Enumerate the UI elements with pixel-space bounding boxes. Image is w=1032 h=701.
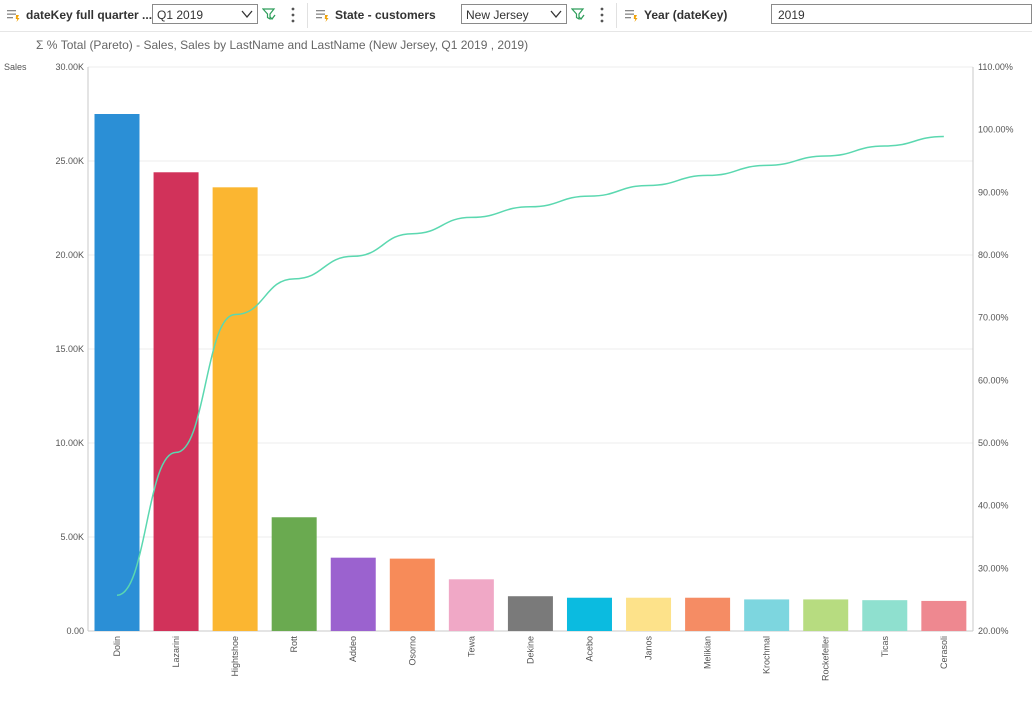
y2-tick-label: 30.00% xyxy=(978,563,1009,573)
y2-tick-label: 20.00% xyxy=(978,626,1009,636)
x-tick-label: Dekine xyxy=(525,636,535,664)
x-tick-label: Lazarini xyxy=(171,636,181,668)
y-tick-label: 20.00K xyxy=(55,250,84,260)
pareto-chart: 0.00 5.00K 10.00K 15.00K 20.00K 25.00K 30.00K S… xyxy=(4,62,1014,681)
filter-divider xyxy=(616,3,617,28)
bar xyxy=(862,600,908,631)
filter-field-icon xyxy=(7,10,20,22)
bar xyxy=(389,558,435,631)
filter-bar: dateKey full quarter ... Q1 2019 State -… xyxy=(0,0,1032,32)
filter-label-state: State - customers xyxy=(335,8,436,22)
more-options-icon[interactable] xyxy=(599,6,605,24)
filter-field-icon xyxy=(625,10,638,22)
chart-subtitle: Σ % Total (Pareto) - Sales, Sales by Las… xyxy=(36,38,529,52)
year-filter-value: 2019 xyxy=(778,8,805,22)
bar xyxy=(448,579,494,631)
y2-tick-label: 110.00% xyxy=(978,62,1013,72)
y2-tick-label: 90.00% xyxy=(978,187,1009,197)
bar xyxy=(685,597,731,631)
x-tick-label: Acebo xyxy=(584,636,594,662)
more-options-icon[interactable] xyxy=(290,6,296,24)
date-filter-select[interactable]: Q1 2019 xyxy=(152,4,258,24)
y-tick-label: 0.00 xyxy=(66,626,84,636)
x-tick-label: Melikian xyxy=(703,636,713,669)
x-tick-label: Dolin xyxy=(112,636,122,657)
bar xyxy=(330,557,376,631)
y-axis-title: Sales xyxy=(4,62,27,72)
x-tick-label: Krochmal xyxy=(762,636,772,674)
filter-label-year: Year (dateKey) xyxy=(644,8,728,22)
y-tick-label: 5.00K xyxy=(60,532,84,542)
state-filter-value: New Jersey xyxy=(466,8,529,22)
filter-funnel-icon[interactable] xyxy=(262,7,276,21)
state-filter-select[interactable]: New Jersey xyxy=(461,4,567,24)
x-tick-label: Rott xyxy=(289,636,299,653)
date-filter-value: Q1 2019 xyxy=(157,8,204,22)
x-tick-label: Tewa xyxy=(466,636,476,657)
x-tick-label: Ticas xyxy=(880,636,890,658)
y-tick-label: 15.00K xyxy=(55,344,84,354)
y2-tick-label: 40.00% xyxy=(978,501,1009,511)
y-tick-label: 30.00K xyxy=(55,62,84,72)
filter-divider xyxy=(307,3,308,28)
y2-tick-label: 60.00% xyxy=(978,375,1009,385)
y2-tick-label: 80.00% xyxy=(978,250,1009,260)
bar xyxy=(744,599,790,631)
x-tick-label: Janos xyxy=(644,636,654,661)
bar xyxy=(921,600,967,631)
y2-tick-label: 70.00% xyxy=(978,313,1009,323)
x-tick-label: Hightshoe xyxy=(230,636,240,677)
bar xyxy=(153,172,199,631)
filter-label-date: dateKey full quarter ... xyxy=(26,8,153,22)
x-tick-label: Osorno xyxy=(407,636,417,666)
bar xyxy=(803,599,849,631)
y-tick-label: 25.00K xyxy=(55,156,84,166)
bar xyxy=(212,187,258,631)
bar xyxy=(566,597,612,631)
bar xyxy=(271,517,317,631)
y2-tick-label: 100.00% xyxy=(978,125,1014,135)
filter-field-icon xyxy=(316,10,329,22)
filter-funnel-icon[interactable] xyxy=(571,7,585,21)
bar xyxy=(507,596,553,631)
x-tick-label: Addeo xyxy=(348,636,358,662)
bar xyxy=(626,597,672,631)
y-tick-label: 10.00K xyxy=(55,438,84,448)
bar xyxy=(94,114,140,631)
y2-tick-label: 50.00% xyxy=(978,438,1009,448)
chevron-down-icon xyxy=(241,10,253,19)
pareto-line xyxy=(116,135,944,597)
x-tick-label: Rockefeller xyxy=(821,636,831,681)
year-filter-input[interactable]: 2019 xyxy=(771,4,1032,24)
x-tick-label: Cerasoli xyxy=(939,636,949,669)
chevron-down-icon xyxy=(550,10,562,19)
